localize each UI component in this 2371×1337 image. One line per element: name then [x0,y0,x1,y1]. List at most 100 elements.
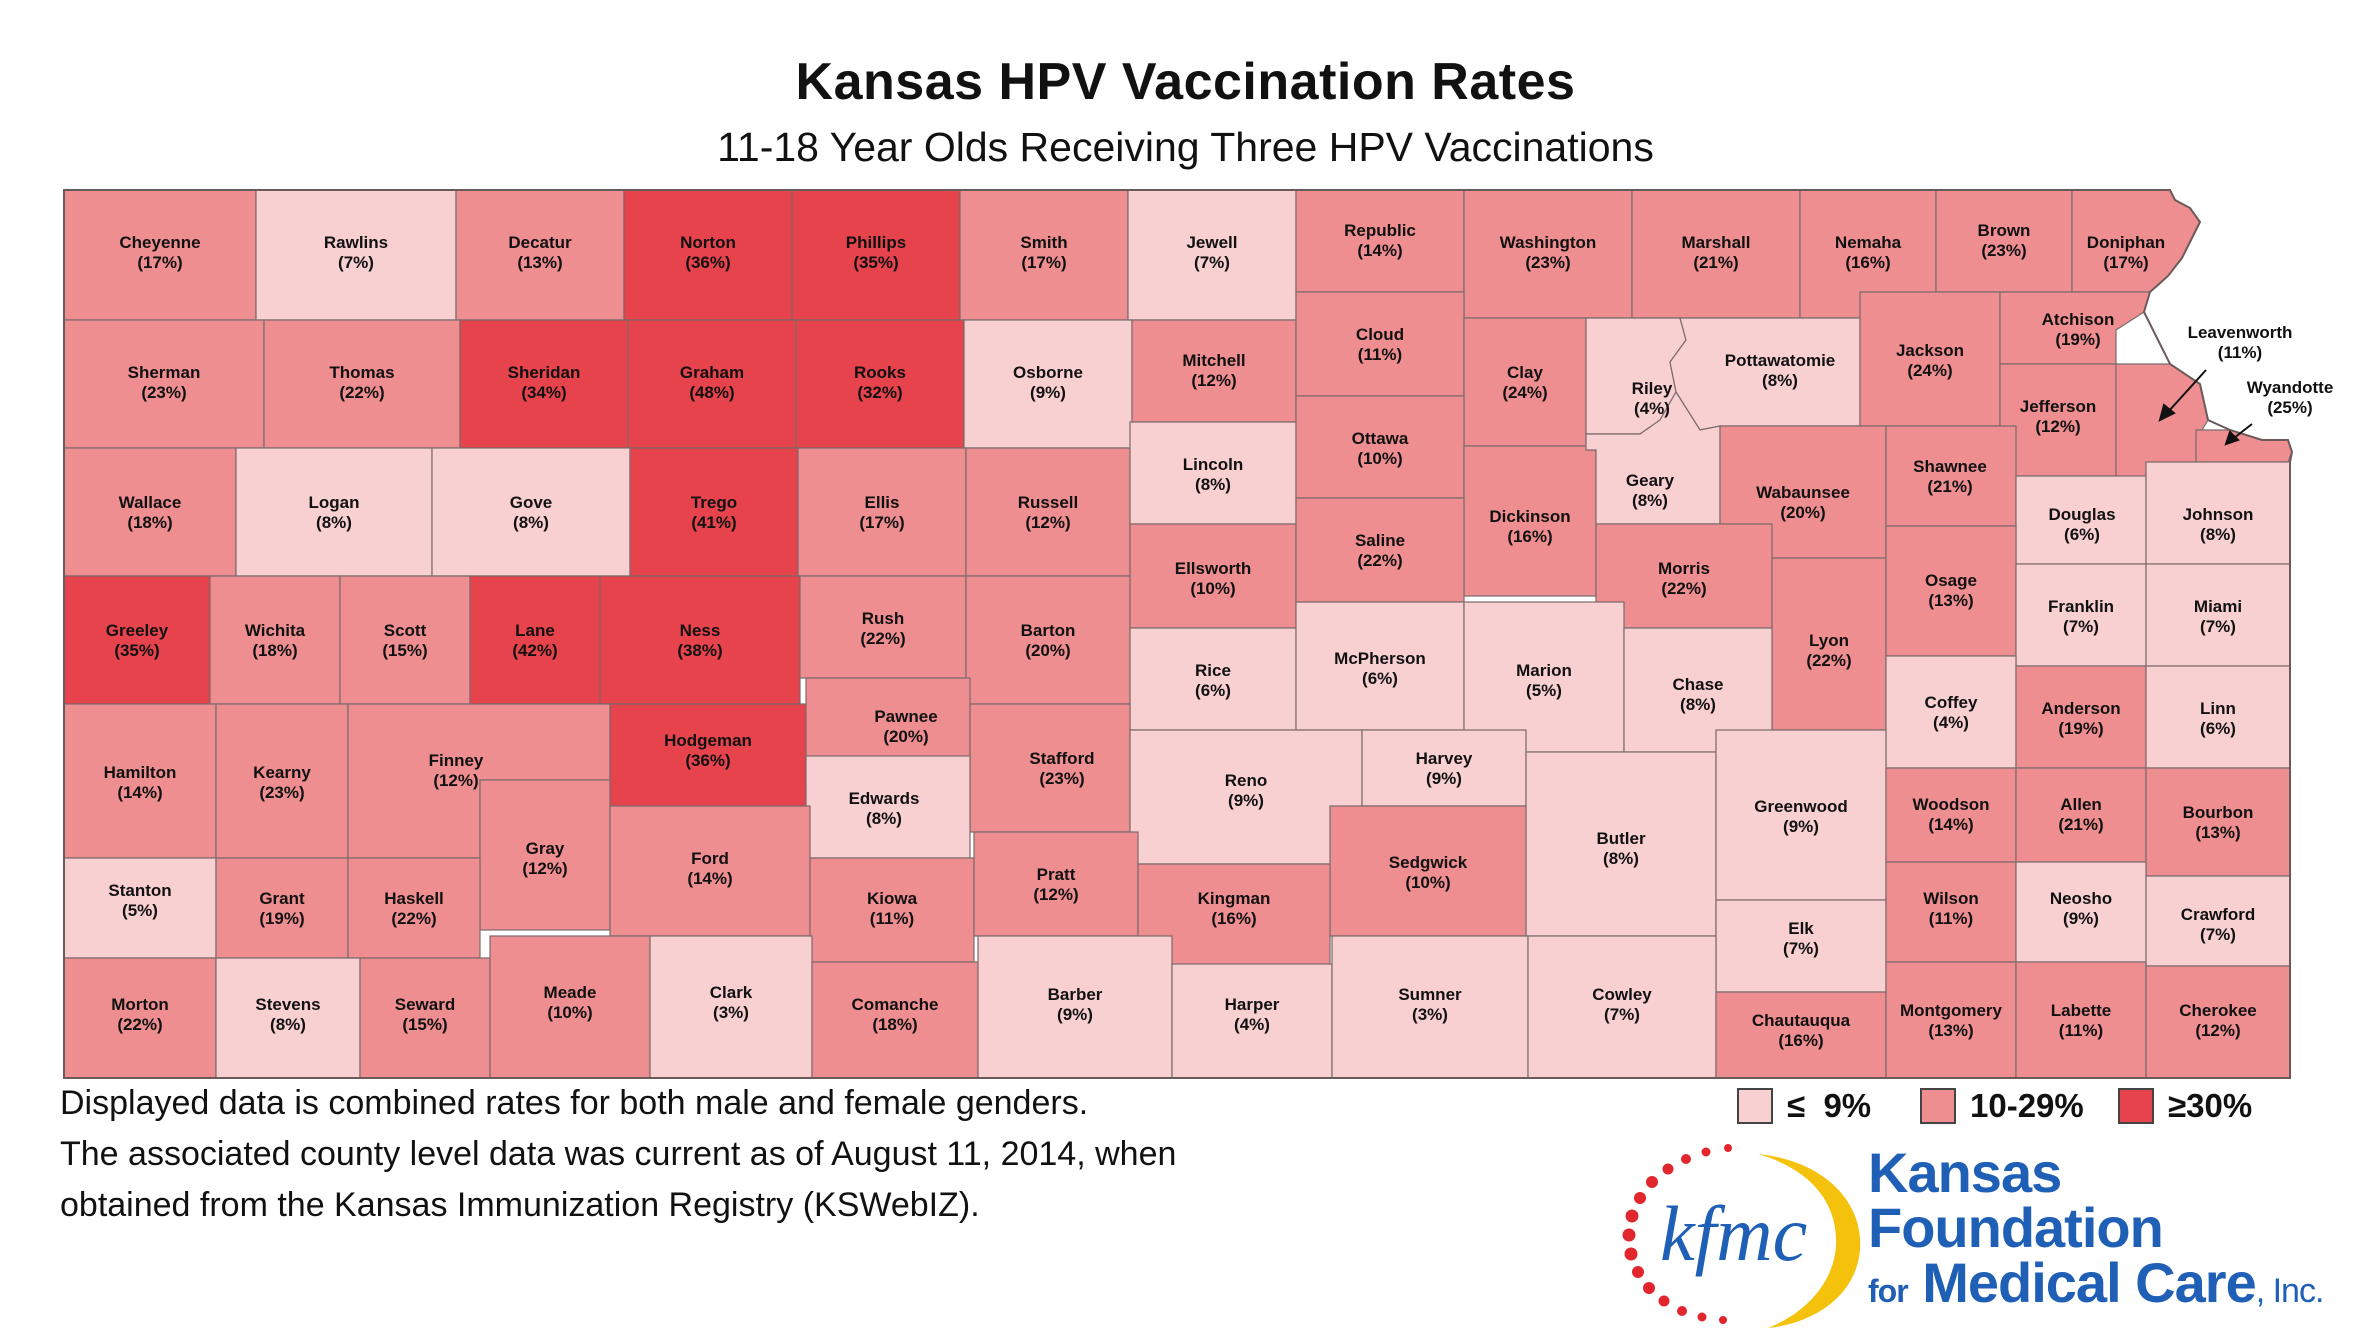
county-rate-wyandotte: (25%) [2267,398,2312,417]
county-rate-ellis: (17%) [859,513,904,532]
county-coffey [1885,655,2017,769]
county-rate-haskell: (22%) [391,909,436,928]
county-rate-norton: (36%) [685,253,730,272]
county-rate-gray: (12%) [522,859,567,878]
county-name-kiowa: Kiowa [867,889,918,908]
county-name-rawlins: Rawlins [324,233,388,252]
county-rate-wallace: (18%) [127,513,172,532]
county-rate-osage: (13%) [1928,591,1973,610]
county-name-meade: Meade [544,983,597,1002]
county-rate-butler: (8%) [1603,849,1639,868]
county-name-barton: Barton [1021,621,1076,640]
county-rate-rooks: (32%) [857,383,902,402]
county-rate-barber: (9%) [1057,1005,1093,1024]
county-rate-stafford: (23%) [1039,769,1084,788]
county-name-wabaunsee: Wabaunsee [1756,483,1850,502]
county-name-wilson: Wilson [1923,889,1979,908]
county-rooks [795,319,965,449]
county-name-cheyenne: Cheyenne [119,233,200,252]
county-name-ford: Ford [691,849,729,868]
county-name-elk: Elk [1788,919,1814,938]
county-rate-ness: (38%) [677,641,722,660]
county-rate-morris: (22%) [1661,579,1706,598]
county-ellsworth [1129,523,1297,629]
county-rate-allen: (21%) [2058,815,2103,834]
county-comanche [811,961,979,1079]
county-rate-sumner: (3%) [1412,1005,1448,1024]
county-name-hamilton: Hamilton [104,763,177,782]
county-scott [339,575,471,705]
county-miami [2145,563,2291,667]
county-neosho [2015,861,2147,963]
county-name-osborne: Osborne [1013,363,1083,382]
county-name-logan: Logan [309,493,360,512]
county-elk [1715,899,1887,993]
county-rate-rice: (6%) [1195,681,1231,700]
county-name-anderson: Anderson [2041,699,2120,718]
county-franklin [2015,563,2147,667]
county-name-coffey: Coffey [1925,693,1978,712]
county-rate-gove: (8%) [513,513,549,532]
county-rate-rawlins: (7%) [338,253,374,272]
county-name-hodgeman: Hodgeman [664,731,752,750]
logo-mark-text: kfmc [1660,1190,1807,1277]
county-wichita [209,575,341,705]
county-name-grant: Grant [259,889,305,908]
county-rate-anderson: (19%) [2058,719,2103,738]
county-decatur [455,189,625,321]
county-rate-ford: (14%) [687,869,732,888]
county-rate-smith: (17%) [1021,253,1066,272]
county-name-mitchell: Mitchell [1182,351,1245,370]
county-pratt [973,831,1139,937]
county-harper [1171,963,1333,1079]
county-name-dickinson: Dickinson [1489,507,1570,526]
county-gray [479,779,611,931]
logo-line-3: for Medical Care, Inc. [1868,1254,2324,1311]
county-rate-stanton: (5%) [122,901,158,920]
county-hamilton [63,703,217,859]
callout-arrows [2158,369,2253,446]
county-gove [431,447,631,577]
county-name-wichita: Wichita [245,621,306,640]
county-rate-neosho: (9%) [2063,909,2099,928]
kfmc-wordmark: Kansas Foundation for Medical Care, Inc. [1868,1145,2324,1311]
county-rate-scott: (15%) [382,641,427,660]
county-rate-geary: (8%) [1632,491,1668,510]
county-mitchell [1131,319,1297,423]
county-osborne [963,319,1133,449]
county-rate-harper: (4%) [1234,1015,1270,1034]
county-kearny [215,703,349,859]
county-morris [1595,523,1773,629]
county-rate-barton: (20%) [1025,641,1070,660]
county-rate-jewell: (7%) [1194,253,1230,272]
county-rate-comanche: (18%) [872,1015,917,1034]
county-name-pratt: Pratt [1037,865,1076,884]
county-name-russell: Russell [1018,493,1078,512]
county-name-sedgwick: Sedgwick [1389,853,1468,872]
county-kiowa [809,857,975,963]
county-rate-kiowa: (11%) [870,909,914,928]
wyandotte-arrowhead [2224,430,2240,446]
county-rate-franklin: (7%) [2063,617,2099,636]
legend-item-low: ≤ 9% [1737,1084,1871,1128]
county-cherokee [2145,965,2291,1079]
county-republic [1295,189,1465,293]
county-name-kearny: Kearny [253,763,311,782]
county-labels-layer: Cheyenne(17%)Rawlins(7%)Decatur(13%)Nort… [104,221,2334,1050]
county-name-cloud: Cloud [1356,325,1404,344]
logo-for-text: for [1868,1272,1909,1309]
county-name-johnson: Johnson [2183,505,2254,524]
county-rate-woodson: (14%) [1928,815,1973,834]
county-rate-greenwood: (9%) [1783,817,1819,836]
county-name-neosho: Neosho [2050,889,2112,908]
county-rate-pratt: (12%) [1033,885,1078,904]
county-name-harvey: Harvey [1416,749,1473,768]
county-greeley [63,575,211,705]
legend-label-high: ≥30% [2168,1087,2253,1124]
county-rate-trego: (41%) [691,513,736,532]
county-name-stevens: Stevens [255,995,320,1014]
county-name-wallace: Wallace [119,493,182,512]
county-barber [977,935,1173,1079]
county-dickinson [1463,445,1597,597]
county-name-lane: Lane [515,621,555,640]
